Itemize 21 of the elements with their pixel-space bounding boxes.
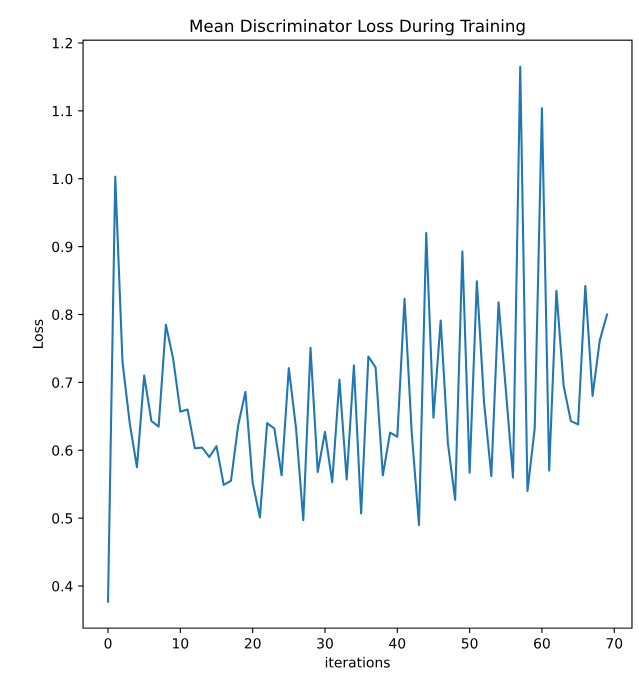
y-tick-label: 0.7 (52, 377, 72, 388)
x-tick-label: 10 (173, 638, 188, 649)
x-tick-label: 60 (534, 638, 550, 649)
y-tick-label: 1.0 (52, 174, 72, 184)
chart-title: Mean Discriminator Loss During Training (190, 19, 524, 36)
x-tick-label: 50 (462, 638, 478, 649)
x-tick-label: 70 (606, 638, 622, 649)
x-tick-label: 30 (317, 638, 333, 649)
y-axis-title: Loss (32, 320, 44, 348)
y-tick-label: 0.9 (52, 242, 72, 252)
x-tick-label: 40 (389, 638, 406, 649)
y-tick-label: 1.2 (52, 38, 72, 48)
x-axis-title: iterations (326, 656, 390, 668)
y-tick-label: 0.8 (52, 309, 72, 320)
line-series (106, 66, 608, 603)
y-tick-label: 0.6 (52, 445, 72, 456)
x-tick-label: 0 (104, 638, 112, 649)
y-tick-label: 0.4 (52, 581, 73, 592)
x-tick-label: 20 (244, 638, 261, 649)
y-tick-label: 1.1 (52, 106, 72, 116)
y-tick-label: 0.5 (52, 513, 72, 524)
